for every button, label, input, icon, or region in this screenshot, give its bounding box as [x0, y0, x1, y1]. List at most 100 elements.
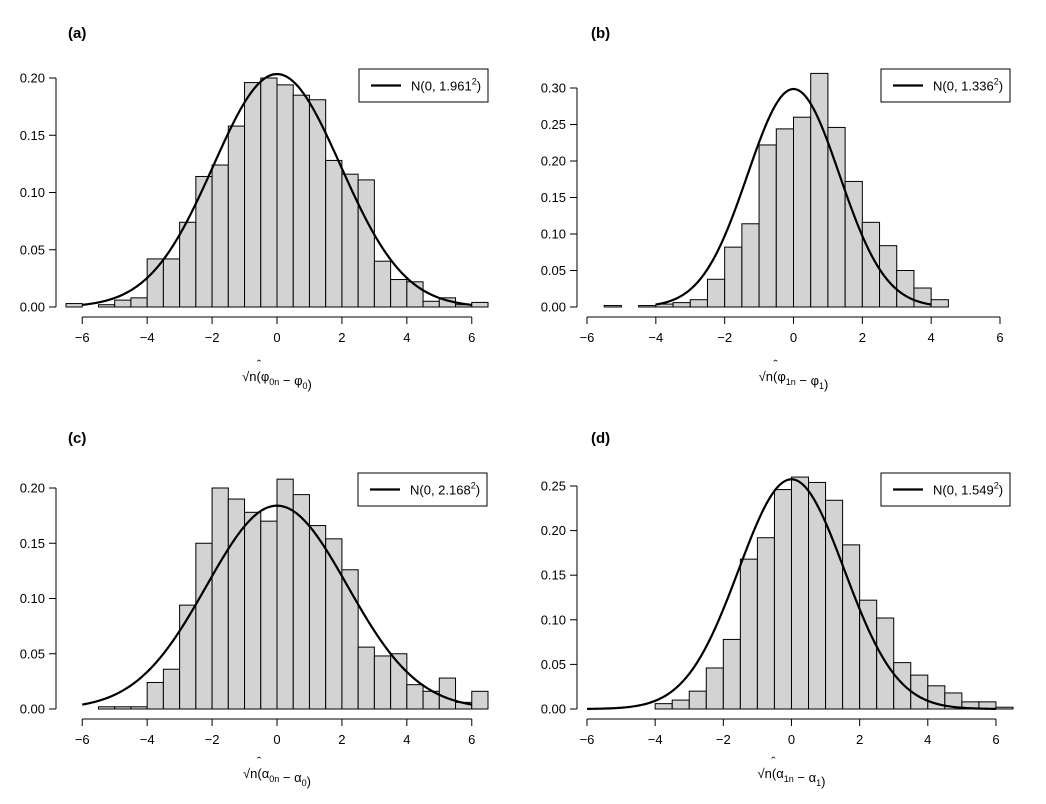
- histogram-bar: [705, 667, 724, 710]
- histogram-bar: [373, 655, 392, 710]
- histogram-bar: [741, 223, 760, 308]
- histogram-bar: [603, 305, 622, 308]
- x-tick-label: −4: [140, 732, 155, 747]
- x-tick-label: −6: [580, 732, 595, 747]
- x-tick-label: 6: [992, 732, 999, 747]
- histogram-bar: [260, 77, 278, 308]
- chart-panel-3: (c) −6 −4 −2 0 2 4 6 0.00 0.05 0.10 0.15 0.20 √n(α0n …: [20, 430, 489, 789]
- histogram-bar: [825, 499, 844, 710]
- histogram-bar: [341, 173, 359, 308]
- histogram-bar: [276, 84, 294, 308]
- chart-panel-4: (d) −6 −4 −2 0 2 4 6 0.00 0.05 0.10 0.15 0.20 0.25 √n(…: [541, 430, 1014, 789]
- x-tick-label: 6: [468, 732, 475, 747]
- histogram-bar: [357, 646, 375, 710]
- y-tick-label: 0.10: [20, 591, 45, 606]
- x-tick-label: 0: [273, 732, 280, 747]
- x-tick-label: −4: [140, 330, 155, 345]
- histogram-bar: [724, 246, 743, 308]
- legend: N(0, 1.3362): [880, 68, 1011, 103]
- histogram-bar: [438, 677, 457, 710]
- x-tick-label: 0: [790, 330, 797, 345]
- x-tick-label: 0: [273, 330, 280, 345]
- x-tick-label: 4: [924, 732, 931, 747]
- normal-density-curve: [586, 478, 996, 710]
- histogram-bar: [292, 494, 310, 710]
- histogram-bar: [308, 525, 327, 710]
- x-tick-label: 4: [928, 330, 935, 345]
- histogram-bar: [179, 604, 197, 710]
- histogram-bar: [244, 511, 262, 710]
- histogram-bar: [341, 569, 359, 710]
- chart-panel-2: (b) −6 −4 −2 0 2 4 6 0.00 0.05 0.10 0.15 0.20 0.25 0.3…: [541, 25, 1011, 392]
- histogram-bar: [292, 94, 310, 308]
- y-tick-label: 0.10: [20, 185, 45, 200]
- x-tick-label: −4: [648, 330, 663, 345]
- y-tick-label: 0.00: [541, 300, 566, 315]
- histogram-bar: [471, 690, 489, 710]
- panel-label: (c): [68, 430, 86, 447]
- x-axis-label: √n(φ0n − φ0): [242, 369, 312, 392]
- y-tick-label: 0.10: [541, 612, 566, 627]
- legend-label: N(0, 1.3362): [933, 77, 1003, 94]
- x-tick-label: −2: [717, 330, 732, 345]
- histogram-bar: [722, 638, 741, 710]
- histogram-bar: [325, 159, 343, 308]
- x-axis-label-hat: ˆ: [257, 357, 262, 372]
- y-tick-label: 0.30: [541, 81, 566, 96]
- x-tick-label: 2: [338, 330, 345, 345]
- histogram-bar: [638, 305, 657, 308]
- y-tick-label: 0.20: [541, 154, 566, 169]
- histogram-bar: [879, 245, 898, 308]
- normal-density-curve: [82, 72, 472, 306]
- histogram-bar: [688, 690, 707, 710]
- x-axis-label-hat: ˆ: [773, 357, 778, 372]
- y-tick-label: 0.15: [20, 536, 45, 551]
- histogram-bar: [775, 128, 795, 308]
- histogram-bar: [944, 692, 963, 710]
- histogram-bar: [671, 699, 690, 710]
- histogram-bar: [672, 302, 691, 308]
- x-tick-label: −2: [205, 732, 220, 747]
- y-tick-label: 0.20: [541, 523, 566, 538]
- chart-panel-1: (a) −6 −4 −2 0 2 4 6 0.00 0.05 0.10 0.15 0.20 √n(φ0n …: [20, 25, 489, 392]
- histogram-bar: [471, 301, 489, 308]
- x-tick-label: 2: [859, 330, 866, 345]
- histogram-bar: [308, 99, 327, 308]
- normal-density-curve: [655, 87, 932, 306]
- histogram-bar: [65, 303, 83, 308]
- histogram-bar: [793, 116, 812, 308]
- x-axis-label-hat: ˆ: [771, 754, 776, 769]
- x-axis-label: √n(φ1n − φ1): [759, 369, 829, 392]
- histogram-bar: [162, 668, 181, 710]
- panel-label: (d): [591, 430, 610, 447]
- histogram-bar: [706, 278, 726, 308]
- histogram-bar: [896, 270, 915, 308]
- y-tick-label: 0.05: [20, 242, 45, 257]
- histogram-bar: [146, 681, 164, 710]
- histogram-bar: [130, 706, 148, 710]
- legend: N(0, 2.1682): [357, 472, 488, 507]
- histogram-bar: [373, 260, 392, 308]
- y-tick-label: 0.05: [20, 646, 45, 661]
- x-tick-label: −6: [580, 330, 595, 345]
- y-tick-label: 0.15: [20, 128, 45, 143]
- y-tick-label: 0.00: [541, 702, 566, 717]
- histogram-bar: [244, 82, 262, 308]
- histogram-bar: [422, 300, 440, 308]
- x-tick-label: 6: [468, 330, 475, 345]
- histogram-bar: [97, 304, 116, 308]
- histogram-bar: [758, 144, 777, 308]
- histogram-bar: [276, 478, 294, 710]
- histogram-bar: [689, 299, 708, 308]
- x-tick-label: −6: [75, 330, 90, 345]
- x-tick-label: 4: [403, 330, 410, 345]
- histogram-bar: [790, 476, 810, 710]
- y-tick-label: 0.15: [541, 190, 566, 205]
- histogram-bar: [211, 164, 229, 308]
- histogram-bar: [162, 258, 181, 308]
- histogram-bar: [179, 221, 197, 308]
- histogram-bar: [357, 179, 375, 308]
- x-tick-label: 4: [403, 732, 410, 747]
- x-axis-label: √n(α1n − α1): [758, 766, 826, 789]
- histogram-bar: [756, 537, 775, 710]
